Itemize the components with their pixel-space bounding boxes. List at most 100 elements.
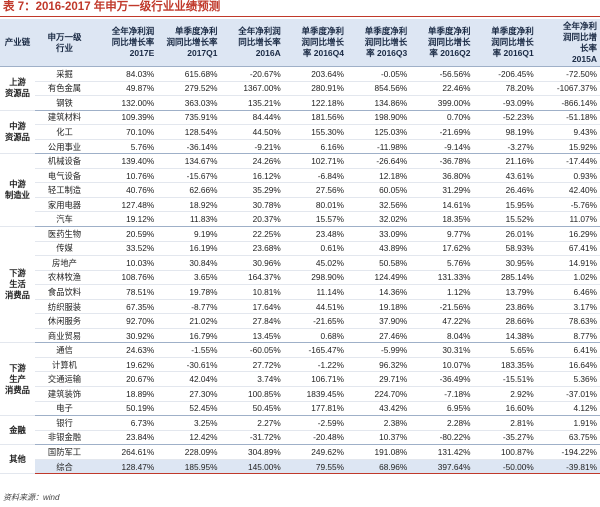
value-cell: 10.37% <box>347 430 411 446</box>
industry-cell: 机械设备 <box>35 153 94 169</box>
value-cell: -15.51% <box>473 371 537 388</box>
value-cell: 3.17% <box>536 299 600 315</box>
value-cell: 27.46% <box>347 328 411 344</box>
value-cell: -5.99% <box>347 342 411 358</box>
table-row: 化工 70.10% 128.54% 44.50% 155.30% 125.03% -21.6… <box>0 124 600 140</box>
value-cell: 12.42% <box>157 430 221 446</box>
table-row: 有色金属 49.87% 279.52% 1367.00% 280.91% 854.56% 2… <box>0 81 600 97</box>
value-cell: 42.04% <box>157 371 221 388</box>
value-cell: 16.79% <box>157 328 221 344</box>
value-cell: -1067.37% <box>536 81 600 97</box>
sector-cell: 中游 资源品 <box>0 110 35 155</box>
value-cell: 19.62% <box>94 357 158 373</box>
table-row: 房地产 10.03% 30.84% 30.96% 45.02% 50.58% 5.76% 30… <box>0 255 600 271</box>
value-cell: 58.93% <box>473 241 537 257</box>
header-industry: 申万一级 行业 <box>35 19 94 67</box>
value-cell: -17.44% <box>536 153 600 169</box>
value-cell: 145.00% <box>220 459 284 475</box>
industry-cell: 非银金融 <box>35 430 94 446</box>
value-cell: -93.09% <box>473 95 537 111</box>
value-cell: -15.67% <box>157 168 221 184</box>
value-cell: 70.10% <box>94 124 158 140</box>
value-cell: -39.81% <box>536 459 600 475</box>
value-cell: 18.35% <box>410 211 474 228</box>
value-cell: 8.04% <box>410 328 474 344</box>
industry-cell: 通信 <box>35 342 94 358</box>
value-cell: 5.36% <box>536 371 600 388</box>
value-cell: 22.46% <box>410 81 474 97</box>
table-row: 金融 银行 6.73% 3.25% 2.27% -2.59% 2.38% 2.28% 2.81%… <box>0 415 600 446</box>
industry-cell: 建筑装饰 <box>35 386 94 402</box>
value-cell: 5.76% <box>94 139 158 155</box>
value-cell: -9.21% <box>220 139 284 155</box>
value-cell: 6.95% <box>410 401 474 417</box>
value-cell: 23.48% <box>283 226 347 242</box>
table-row: 其他 国防军工 264.61% 228.09% 304.89% 249.62% 191.08… <box>0 444 600 475</box>
value-cell: 98.19% <box>473 124 537 140</box>
value-cell: 30.78% <box>220 197 284 213</box>
industry-cell: 汽车 <box>35 211 94 228</box>
sector-cell: 上游 资源品 <box>0 66 35 111</box>
value-cell: 249.62% <box>283 444 347 460</box>
value-cell: 14.38% <box>473 328 537 344</box>
table-row: 休闲服务 92.70% 21.02% 27.84% -21.65% 37.90% 47.22… <box>0 313 600 329</box>
value-cell: 80.01% <box>283 197 347 213</box>
value-cell: 24.63% <box>94 342 158 358</box>
value-cell: 20.37% <box>220 211 284 228</box>
value-cell: -52.23% <box>473 110 537 126</box>
table-row: 农林牧渔 108.76% 3.65% 164.37% 298.90% 124.49% 131… <box>0 270 600 286</box>
value-cell: 23.68% <box>220 241 284 257</box>
industry-cell: 医药生物 <box>35 226 94 242</box>
value-cell: -3.27% <box>473 139 537 155</box>
value-cell: 11.83% <box>157 211 221 228</box>
value-cell: 134.86% <box>347 95 411 111</box>
table-row: 非银金融 23.84% 12.42% -31.72% -20.48% 10.37% -80.… <box>0 430 600 446</box>
value-cell: 42.40% <box>536 182 600 198</box>
value-cell: 615.68% <box>157 66 221 82</box>
value-cell: 16.29% <box>536 226 600 242</box>
value-cell: 10.76% <box>94 168 158 184</box>
value-cell: -60.05% <box>220 342 284 358</box>
value-cell: 177.81% <box>283 401 347 417</box>
industry-cell: 钢铁 <box>35 95 94 111</box>
value-cell: 18.89% <box>94 386 158 402</box>
value-cell: 125.03% <box>347 124 411 140</box>
value-cell: 30.31% <box>410 342 474 358</box>
value-cell: -50.00% <box>473 459 537 475</box>
value-cell: 12.18% <box>347 168 411 184</box>
header-2016q1: 单季度净利 润同比增长率 2016Q1 <box>473 19 537 67</box>
value-cell: 52.45% <box>157 401 221 417</box>
industry-cell: 纺织服装 <box>35 299 94 315</box>
value-cell: 32.56% <box>347 197 411 213</box>
value-cell: 28.66% <box>473 313 537 329</box>
header-2016q3: 单季度净利 润同比增长率 2016Q3 <box>347 19 411 67</box>
value-cell: 397.64% <box>410 459 474 475</box>
value-cell: -5.76% <box>536 197 600 213</box>
value-cell: 0.68% <box>283 328 347 344</box>
value-cell: -56.56% <box>410 66 474 82</box>
table-row: 家用电器 127.48% 18.92% 30.78% 80.01% 32.56% 14.61… <box>0 197 600 213</box>
value-cell: -21.65% <box>283 313 347 329</box>
value-cell: 92.70% <box>94 313 158 329</box>
industry-cell: 食品饮料 <box>35 284 94 300</box>
value-cell: 0.93% <box>536 168 600 184</box>
value-cell: 26.01% <box>473 226 537 242</box>
table-row: 综合 128.47% 185.95% 145.00% 79.55% 68.96% 397.6… <box>0 459 600 475</box>
sector-cell: 其他 <box>0 444 35 475</box>
industry-cell: 房地产 <box>35 255 94 271</box>
industry-cell: 采掘 <box>35 66 94 82</box>
value-cell: 78.51% <box>94 284 158 300</box>
value-cell: 128.47% <box>94 459 158 475</box>
value-cell: 122.18% <box>283 95 347 111</box>
value-cell: 3.74% <box>220 371 284 388</box>
value-cell: 164.37% <box>220 270 284 286</box>
table-row: 商业贸易 30.92% 16.79% 13.45% 0.68% 27.46% 8.04% 14… <box>0 328 600 344</box>
value-cell: 30.96% <box>220 255 284 271</box>
table-row: 建筑装饰 18.89% 27.30% 100.85% 1839.45% 224.70% -7… <box>0 386 600 402</box>
value-cell: 60.05% <box>347 182 411 198</box>
header-2017q1: 单季度净利 润同比增长率 2017Q1 <box>157 19 221 67</box>
industry-cell: 有色金属 <box>35 81 94 97</box>
table-body: 上游 资源品 采掘 84.03% 615.68% -20.67% 203.64% -0.05… <box>0 66 600 475</box>
industry-cell: 公用事业 <box>35 139 94 155</box>
